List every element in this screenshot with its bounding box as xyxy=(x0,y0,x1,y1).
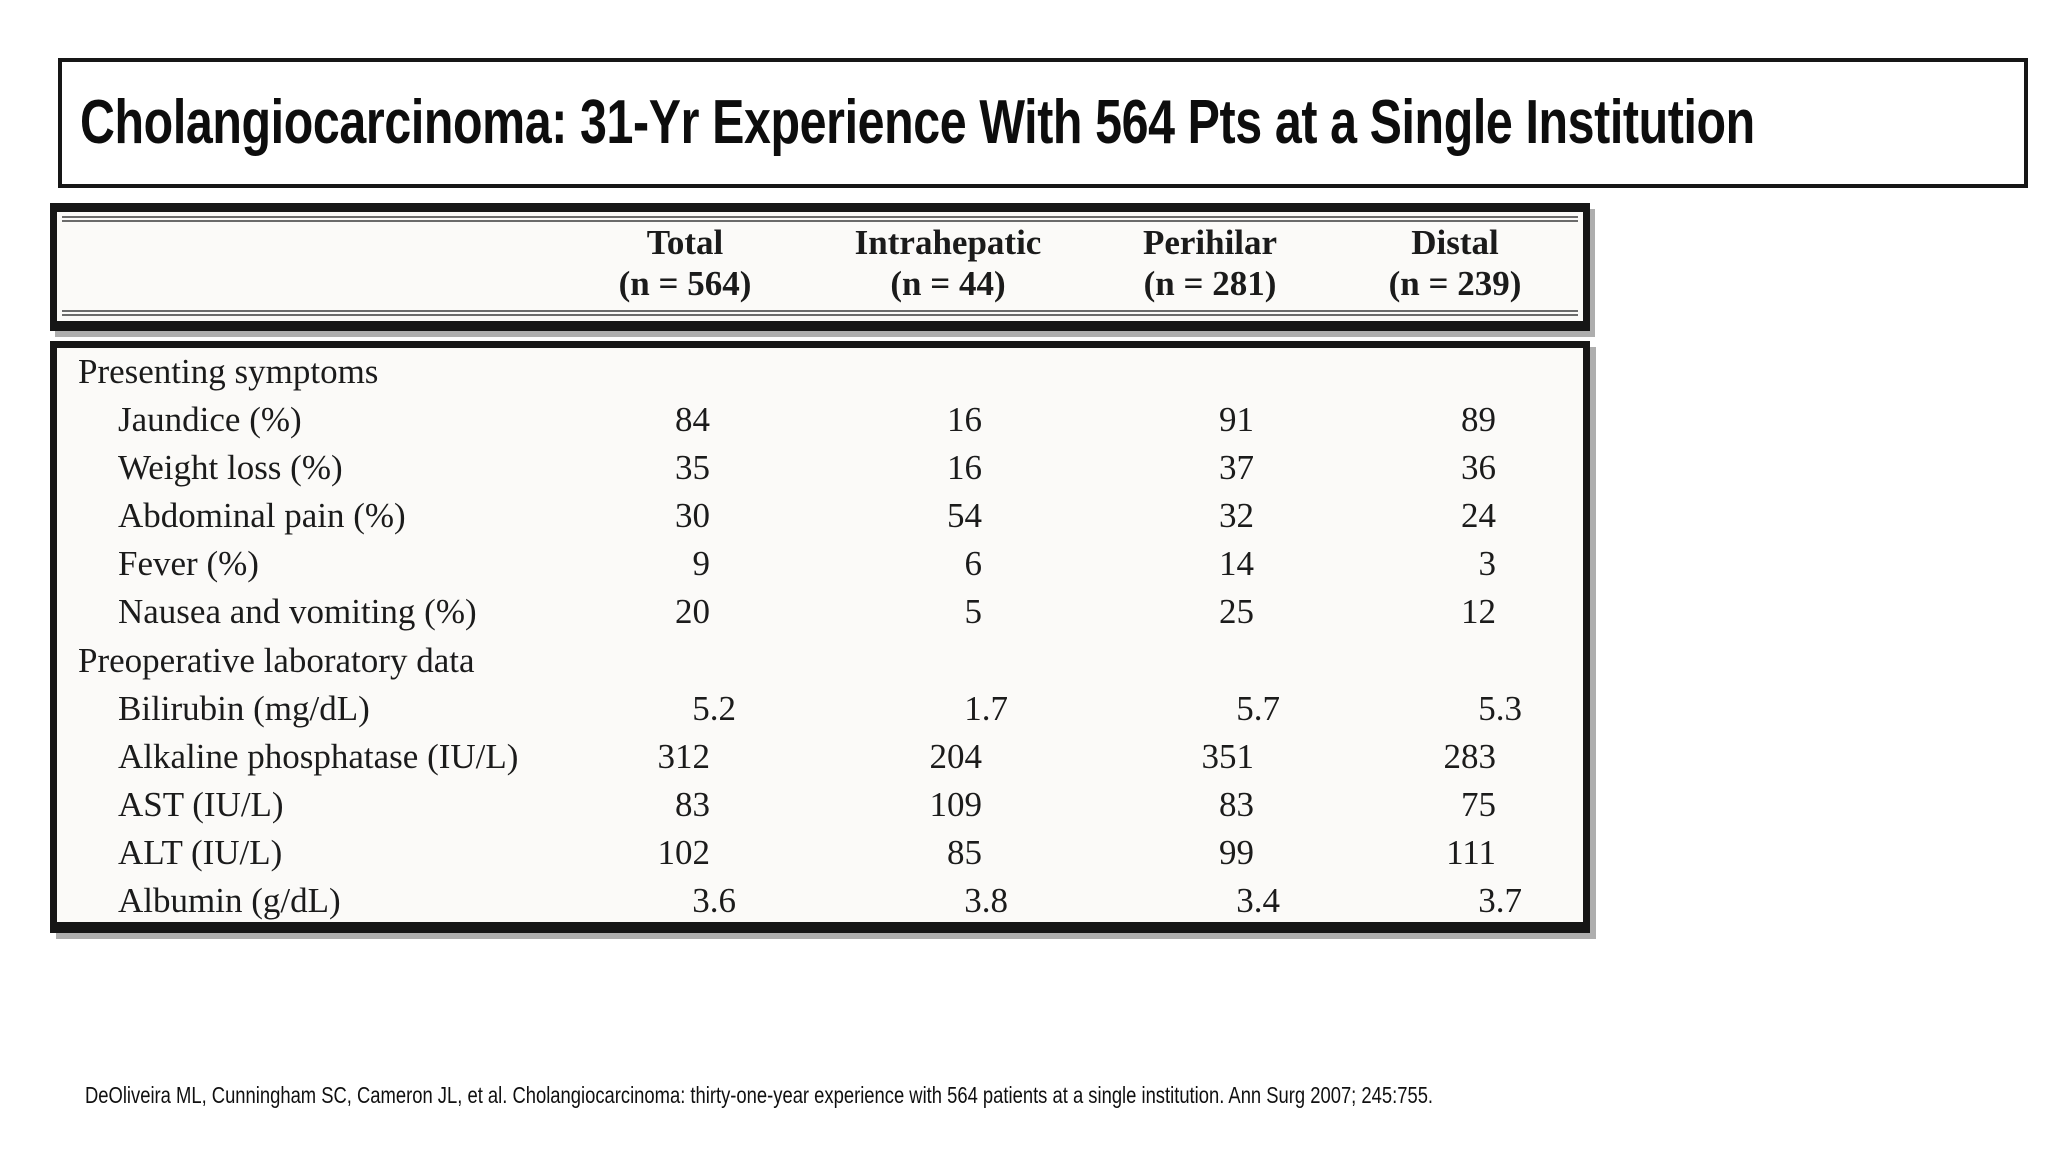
row-label: Nausea and vomiting (%) xyxy=(118,592,477,632)
slide-title: Cholangiocarcinoma: 31-Yr Experience Wit… xyxy=(80,88,1755,157)
cell-value: 84 xyxy=(675,400,710,440)
row-label: Bilirubin (mg/dL) xyxy=(118,688,370,728)
cell-value: 3.8 xyxy=(964,881,1008,921)
row-label: Alkaline phosphatase (IU/L) xyxy=(118,736,519,776)
column-header-distal: Distal (n = 239) xyxy=(1295,222,1615,304)
column-header-perihilar: Perihilar (n = 281) xyxy=(1050,222,1370,304)
cell-value: 91 xyxy=(1219,400,1254,440)
cell-value: 16 xyxy=(947,448,982,488)
table-body-box: Presenting symptoms Jaundice (%) 84 16 9… xyxy=(50,341,1590,933)
cell-value: 20 xyxy=(675,592,710,632)
column-sublabel: (n = 239) xyxy=(1388,264,1522,303)
row-label: ALT (IU/L) xyxy=(118,832,283,872)
column-label: Distal xyxy=(1411,223,1499,262)
cell-value: 204 xyxy=(929,736,983,776)
cell-value: 312 xyxy=(657,736,711,776)
table-row-nausea-vomiting: Nausea and vomiting (%) 20 5 25 12 xyxy=(57,588,1583,636)
row-label: Jaundice (%) xyxy=(118,400,302,440)
section-header: Presenting symptoms xyxy=(78,352,379,391)
cell-value: 3.4 xyxy=(1236,881,1280,921)
cell-value: 24 xyxy=(1461,496,1496,536)
section-header-row: Preoperative laboratory data xyxy=(57,637,1583,685)
row-label: Fever (%) xyxy=(118,544,259,584)
cell-value: 32 xyxy=(1219,496,1254,536)
column-sublabel: (n = 44) xyxy=(890,264,1006,303)
double-rule-bottom xyxy=(62,310,1578,316)
row-label: Abdominal pain (%) xyxy=(118,496,406,536)
cell-value: 111 xyxy=(1446,832,1496,872)
cell-value: 12 xyxy=(1461,592,1496,632)
cell-value: 9 xyxy=(692,544,711,584)
row-label: Albumin (g/dL) xyxy=(118,881,341,921)
table-row-alkaline-phosphatase: Alkaline phosphatase (IU/L) 312 204 351 … xyxy=(57,733,1583,781)
cell-value: 1.7 xyxy=(964,688,1008,728)
cell-value: 83 xyxy=(1219,784,1254,824)
table-row-weight-loss: Weight loss (%) 35 16 37 36 xyxy=(57,444,1583,492)
cell-value: 36 xyxy=(1461,448,1496,488)
cell-value: 109 xyxy=(929,784,983,824)
cell-value: 5.7 xyxy=(1236,688,1280,728)
cell-value: 85 xyxy=(947,832,982,872)
cell-value: 5.2 xyxy=(692,688,736,728)
cell-value: 3.6 xyxy=(692,881,736,921)
double-rule-top xyxy=(62,216,1578,222)
column-label: Perihilar xyxy=(1142,223,1278,262)
row-label: AST (IU/L) xyxy=(118,784,284,824)
cell-value: 75 xyxy=(1461,784,1496,824)
cell-value: 37 xyxy=(1219,448,1254,488)
section-header-row: Presenting symptoms xyxy=(57,348,1583,396)
column-label: Total xyxy=(646,223,724,262)
cell-value: 54 xyxy=(947,496,982,536)
cell-value: 3 xyxy=(1478,544,1497,584)
table-row-jaundice: Jaundice (%) 84 16 91 89 xyxy=(57,396,1583,444)
cell-value: 351 xyxy=(1201,736,1255,776)
column-header-total: Total (n = 564) xyxy=(525,222,845,304)
citation: DeOliveira ML, Cunningham SC, Cameron JL… xyxy=(85,1082,1434,1108)
row-label: Weight loss (%) xyxy=(118,448,343,488)
column-sublabel: (n = 564) xyxy=(618,264,752,303)
table-row-albumin: Albumin (g/dL) 3.6 3.8 3.4 3.7 xyxy=(57,877,1583,925)
cell-value: 102 xyxy=(657,832,711,872)
column-header-intrahepatic: Intrahepatic (n = 44) xyxy=(788,222,1108,304)
table-row-alt: ALT (IU/L) 102 85 99 111 xyxy=(57,829,1583,877)
column-label: Intrahepatic xyxy=(854,223,1042,262)
table-row-fever: Fever (%) 9 6 14 3 xyxy=(57,540,1583,588)
cell-value: 25 xyxy=(1219,592,1254,632)
cell-value: 99 xyxy=(1219,832,1254,872)
cell-value: 5 xyxy=(964,592,983,632)
cell-value: 16 xyxy=(947,400,982,440)
cell-value: 5.3 xyxy=(1478,688,1522,728)
table-row-bilirubin: Bilirubin (mg/dL) 5.2 1.7 5.7 5.3 xyxy=(57,685,1583,733)
cell-value: 6 xyxy=(964,544,983,584)
section-header: Preoperative laboratory data xyxy=(78,640,475,680)
cell-value: 3.7 xyxy=(1478,881,1522,921)
cell-value: 83 xyxy=(675,784,710,824)
table-row-ast: AST (IU/L) 83 109 83 75 xyxy=(57,781,1583,829)
cell-value: 89 xyxy=(1461,400,1496,440)
cell-value: 14 xyxy=(1219,544,1254,584)
table-row-abdominal-pain: Abdominal pain (%) 30 54 32 24 xyxy=(57,492,1583,540)
cell-value: 283 xyxy=(1443,736,1497,776)
column-sublabel: (n = 281) xyxy=(1143,264,1277,303)
cell-value: 35 xyxy=(675,448,710,488)
table-header-box: Total (n = 564) Intrahepatic (n = 44) Pe… xyxy=(50,203,1590,331)
slide-title-box: Cholangiocarcinoma: 31-Yr Experience Wit… xyxy=(58,58,2028,188)
cell-value: 30 xyxy=(675,496,710,536)
